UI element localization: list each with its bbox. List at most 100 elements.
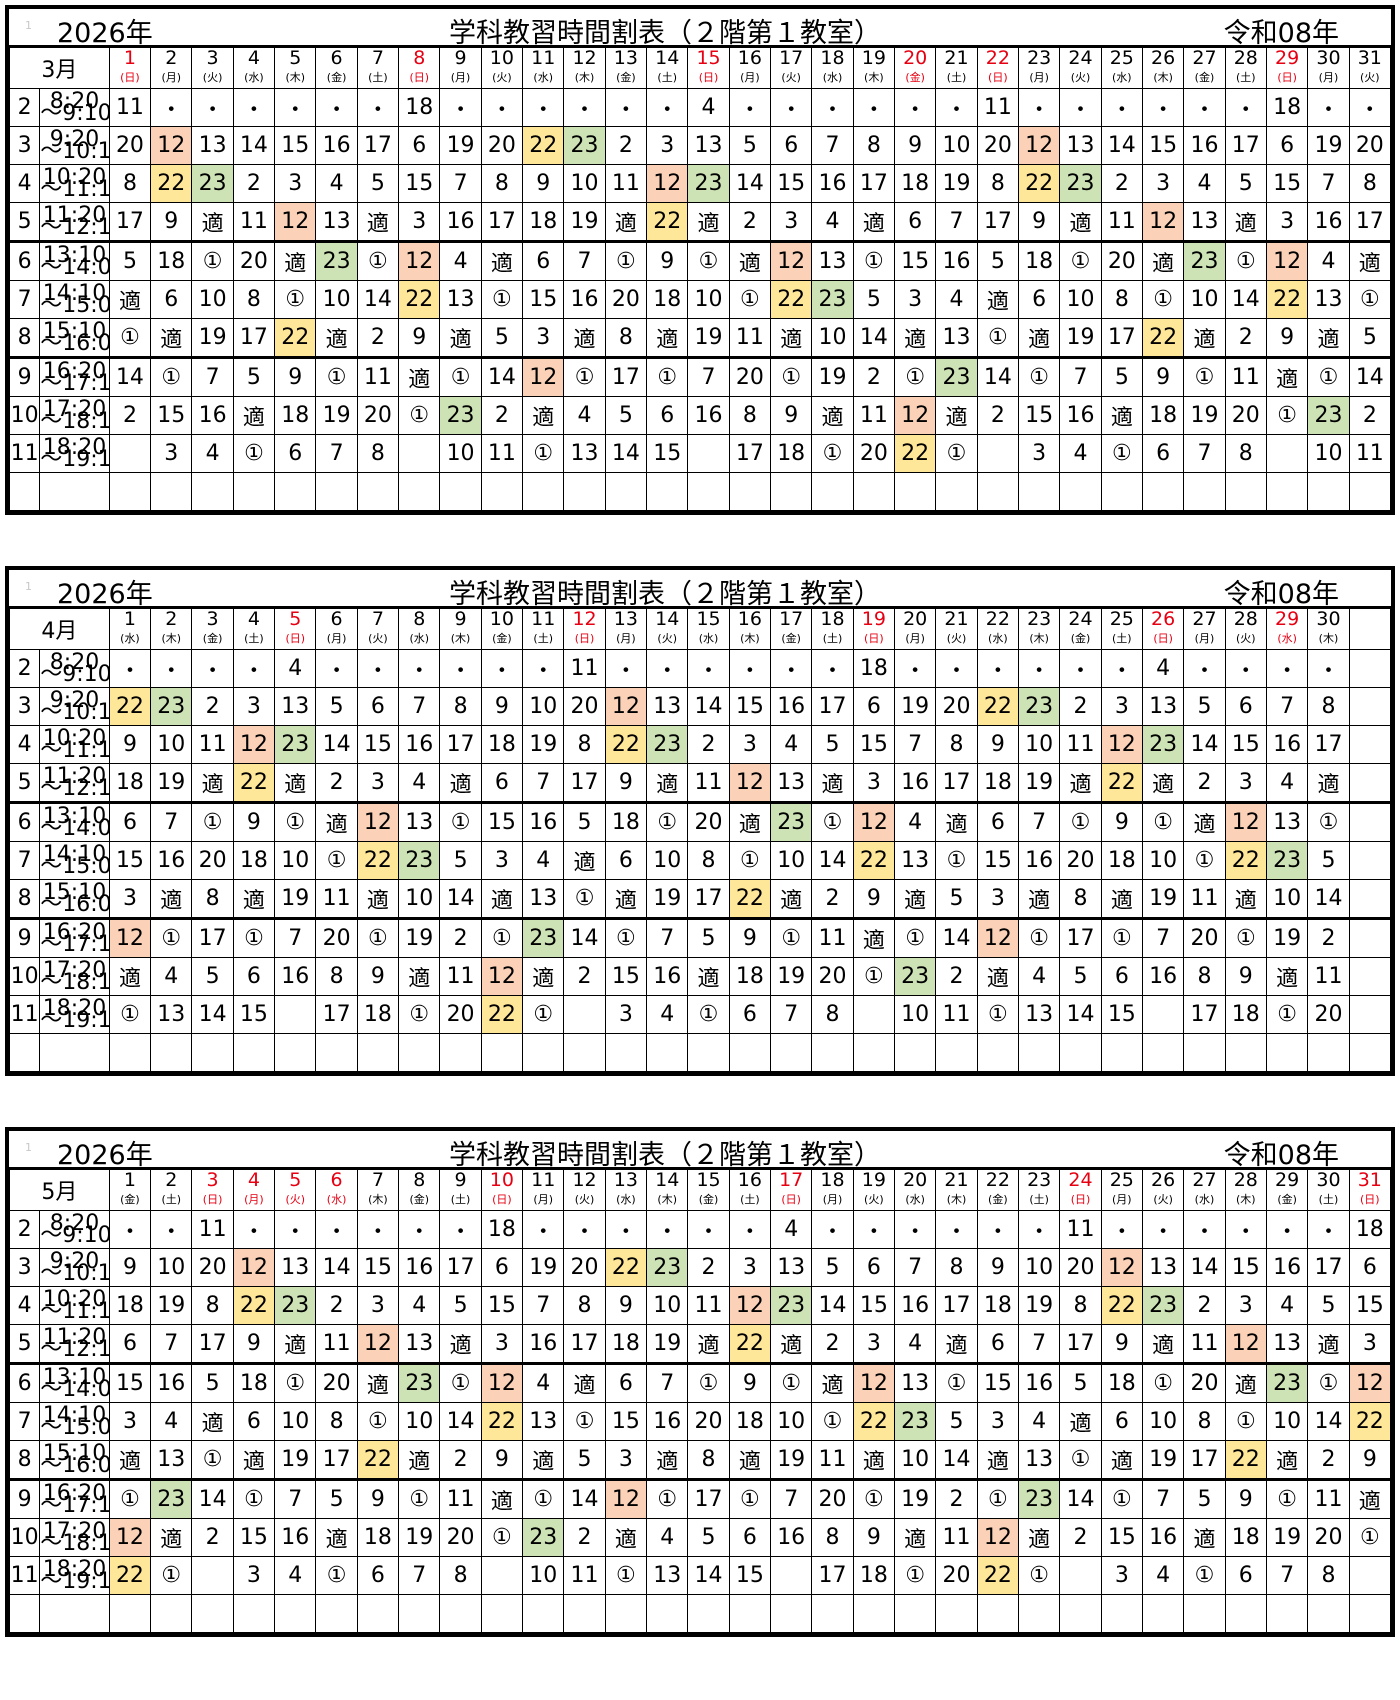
lesson-cell: ・ <box>687 649 730 688</box>
day-number: 28 <box>1233 608 1258 630</box>
day-number: 15 <box>696 1169 721 1191</box>
lesson-cell: ・ <box>1307 649 1350 688</box>
lesson-cell: 16 <box>894 763 937 803</box>
lesson-cell: 2 <box>191 1518 234 1557</box>
lesson-cell: 6 <box>604 1362 648 1403</box>
day-header: 16 (木) <box>728 608 772 650</box>
lesson-cell: 12 <box>1017 126 1061 165</box>
lesson-cell: 23 <box>935 356 978 397</box>
lesson-cell: 19 <box>1307 126 1350 165</box>
period-row: 1118:20～19:1022①34①6781011①1314151718①20… <box>8 1556 1392 1595</box>
lesson-cell: ・ <box>770 649 813 688</box>
row-marker: 1 <box>25 19 32 32</box>
lesson-cell: ・ <box>315 88 358 127</box>
lesson-cell: 14 <box>1059 1478 1102 1519</box>
weekday-label: (火) <box>946 632 967 645</box>
period-time: 14:10～15:00 <box>39 1402 110 1441</box>
lesson-cell: 10 <box>687 280 730 319</box>
lesson-cell: 10 <box>398 879 441 919</box>
lesson-cell <box>108 434 152 473</box>
day-number: 25 <box>1109 1169 1134 1191</box>
weekday-label: (日) <box>1360 1193 1380 1206</box>
lesson-cell: 適 <box>398 1440 441 1480</box>
blank-row <box>8 1033 1392 1072</box>
weekday-label: (火) <box>492 71 512 84</box>
lesson-cell: ① <box>439 1362 482 1403</box>
lesson-cell: 4 <box>563 396 606 435</box>
period-end: ～12:10 <box>40 1336 109 1362</box>
lesson-cell: 17 <box>439 1248 482 1287</box>
lesson-cell: 適 <box>522 957 565 996</box>
lesson-cell: ① <box>150 1556 193 1595</box>
period-number: 8 <box>8 318 41 358</box>
lesson-cell: 5 <box>1183 687 1226 726</box>
lesson-cell: 12 <box>150 126 193 165</box>
lesson-cell: 7 <box>894 1248 937 1287</box>
day-number: 17 <box>779 1169 804 1191</box>
lesson-cell: 10 <box>811 318 854 358</box>
lesson-cell: 適 <box>150 318 193 358</box>
day-number: 22 <box>985 47 1010 69</box>
period-row: 815:10～16:00適13①適191722適29適53適8適1911適101… <box>8 1440 1392 1480</box>
day-number: 10 <box>489 608 514 630</box>
lesson-cell: 15 <box>604 1402 648 1441</box>
period-time: 13:10～14:00 <box>39 801 110 842</box>
lesson-cell: ① <box>811 1402 854 1441</box>
lesson-cell: 5 <box>852 280 896 319</box>
period-time: 8:20 ～9:10 <box>39 1210 110 1249</box>
lesson-cell: ・ <box>563 88 606 127</box>
month-label: 3月 <box>9 47 110 89</box>
blank-cell <box>646 472 689 511</box>
day-number: 3 <box>206 47 219 69</box>
lesson-cell: 17 <box>356 126 400 165</box>
lesson-cell: 22 <box>976 687 1020 726</box>
lesson-cell: 16 <box>1141 1518 1185 1557</box>
lesson-cell: 4 <box>1265 1286 1309 1325</box>
period-end: ～17:10 <box>40 931 109 957</box>
day-number: 22 <box>985 608 1010 630</box>
lesson-cell: 19 <box>274 1440 317 1480</box>
weekday-label: (水) <box>822 71 843 84</box>
period-start: 9:20 <box>49 687 100 713</box>
lesson-cell: 11 <box>935 1518 978 1557</box>
day-header: 29 (金) <box>1265 1169 1309 1211</box>
lesson-cell: 17 <box>480 202 524 242</box>
lesson-cell: 適 <box>191 1402 234 1441</box>
year-label: 2026年 <box>57 18 153 49</box>
period-start: 18:20 <box>42 434 107 460</box>
day-number: 26 <box>1151 1169 1176 1191</box>
lesson-cell: 22 <box>480 995 524 1034</box>
weekday-label: (日) <box>698 71 719 84</box>
weekday-label: (日) <box>1070 1193 1091 1206</box>
lesson-cell: ・ <box>232 1210 276 1249</box>
period-time: 16:20～17:10 <box>39 356 110 397</box>
day-header: 13 (水) <box>604 1169 648 1211</box>
lesson-cell: 6 <box>1265 126 1309 165</box>
lesson-cell: 8 <box>852 126 896 165</box>
blank-cell <box>232 472 276 511</box>
lesson-cell: 12 <box>728 763 772 803</box>
lesson-cell: ・ <box>1100 649 1143 688</box>
blank-cell <box>522 472 565 511</box>
lesson-cell: 12 <box>1100 725 1143 764</box>
lesson-cell: 4 <box>770 1210 813 1249</box>
lesson-cell: 14 <box>191 995 234 1034</box>
day-number: 30 <box>1316 1169 1341 1191</box>
period-row: 1017:20～18:1021516適181920①232適4561689適11… <box>8 396 1392 435</box>
lesson-cell: 12 <box>770 240 813 281</box>
period-number: 7 <box>8 1402 41 1441</box>
lesson-cell: 適 <box>976 957 1020 996</box>
lesson-cell: 4 <box>1183 164 1226 203</box>
lesson-cell: ① <box>356 240 400 281</box>
lesson-cell: ・ <box>1017 649 1061 688</box>
period-start: 10:20 <box>42 725 107 751</box>
timetable-grid: 4月 1 (水) 2 (木) 3 (金) 4 (土) 5 (日) 6 (月) 7 (火) 8 (水) 9 (木) 10… <box>8 608 1392 1072</box>
lesson-cell: ・ <box>1183 649 1226 688</box>
period-time: 13:10～14:00 <box>39 240 110 281</box>
lesson-cell: 14 <box>976 356 1020 397</box>
lesson-cell: 12 <box>1100 1248 1143 1287</box>
lesson-cell: 14 <box>604 434 648 473</box>
lesson-cell: 11 <box>232 202 276 242</box>
lesson-cell: 適 <box>728 1440 772 1480</box>
weekday-label: (木) <box>1153 71 1173 84</box>
